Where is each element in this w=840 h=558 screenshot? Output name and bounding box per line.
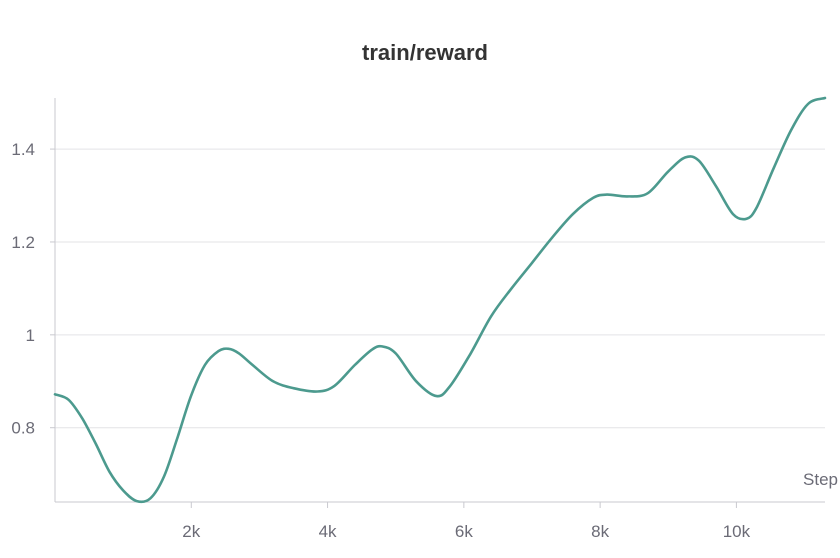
x-axis-label: Step — [803, 470, 838, 489]
y-tick-label: 1 — [26, 326, 35, 345]
x-tick-label: 2k — [182, 522, 200, 541]
x-tick-label: 4k — [319, 522, 337, 541]
reward-series-line — [53, 96, 827, 504]
x-ticks: 2k 4k 6k 8k 10k — [182, 502, 751, 541]
x-tick-label: 6k — [455, 522, 473, 541]
chart-title: train/reward — [362, 40, 488, 65]
grid-lines — [55, 148, 825, 429]
x-tick-label: 10k — [723, 522, 751, 541]
x-tick-label: 8k — [591, 522, 609, 541]
y-tick-label: 1.2 — [11, 233, 35, 252]
y-ticks: 0.8 1 1.2 1.4 — [11, 140, 55, 438]
y-tick-label: 1.4 — [11, 140, 35, 159]
y-tick-label: 0.8 — [11, 419, 35, 438]
